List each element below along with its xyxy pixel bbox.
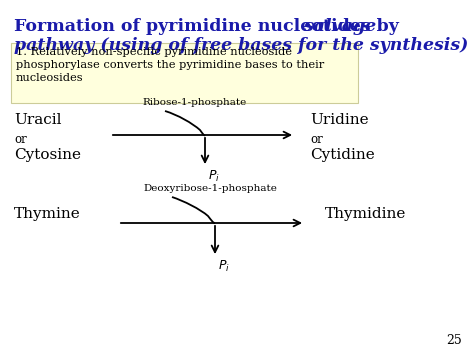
Text: Uracil: Uracil xyxy=(14,113,62,127)
Text: 1. Relatively non-specific pyrimidine nucleoside
phosphorylase converts the pyri: 1. Relatively non-specific pyrimidine nu… xyxy=(16,47,324,83)
Text: Thymidine: Thymidine xyxy=(325,207,406,221)
Text: Uridine: Uridine xyxy=(310,113,369,127)
Text: Cytosine: Cytosine xyxy=(14,148,81,162)
Text: 25: 25 xyxy=(446,334,462,347)
Text: Ribose-1-phosphate: Ribose-1-phosphate xyxy=(143,98,247,107)
Text: or: or xyxy=(14,133,27,146)
Text: pathway (using of free bases for the synthesis): pathway (using of free bases for the syn… xyxy=(14,37,468,54)
Text: $P_i$: $P_i$ xyxy=(218,259,230,274)
Text: Formation of pyrimidine nucleotides by: Formation of pyrimidine nucleotides by xyxy=(14,18,405,35)
Text: Cytidine: Cytidine xyxy=(310,148,375,162)
Text: Deoxyribose-1-phosphate: Deoxyribose-1-phosphate xyxy=(143,184,277,193)
Text: $P_i$: $P_i$ xyxy=(208,169,220,184)
Text: Thymine: Thymine xyxy=(14,207,81,221)
Text: or: or xyxy=(310,133,323,146)
Text: salvage: salvage xyxy=(298,18,376,35)
FancyBboxPatch shape xyxy=(11,43,358,103)
